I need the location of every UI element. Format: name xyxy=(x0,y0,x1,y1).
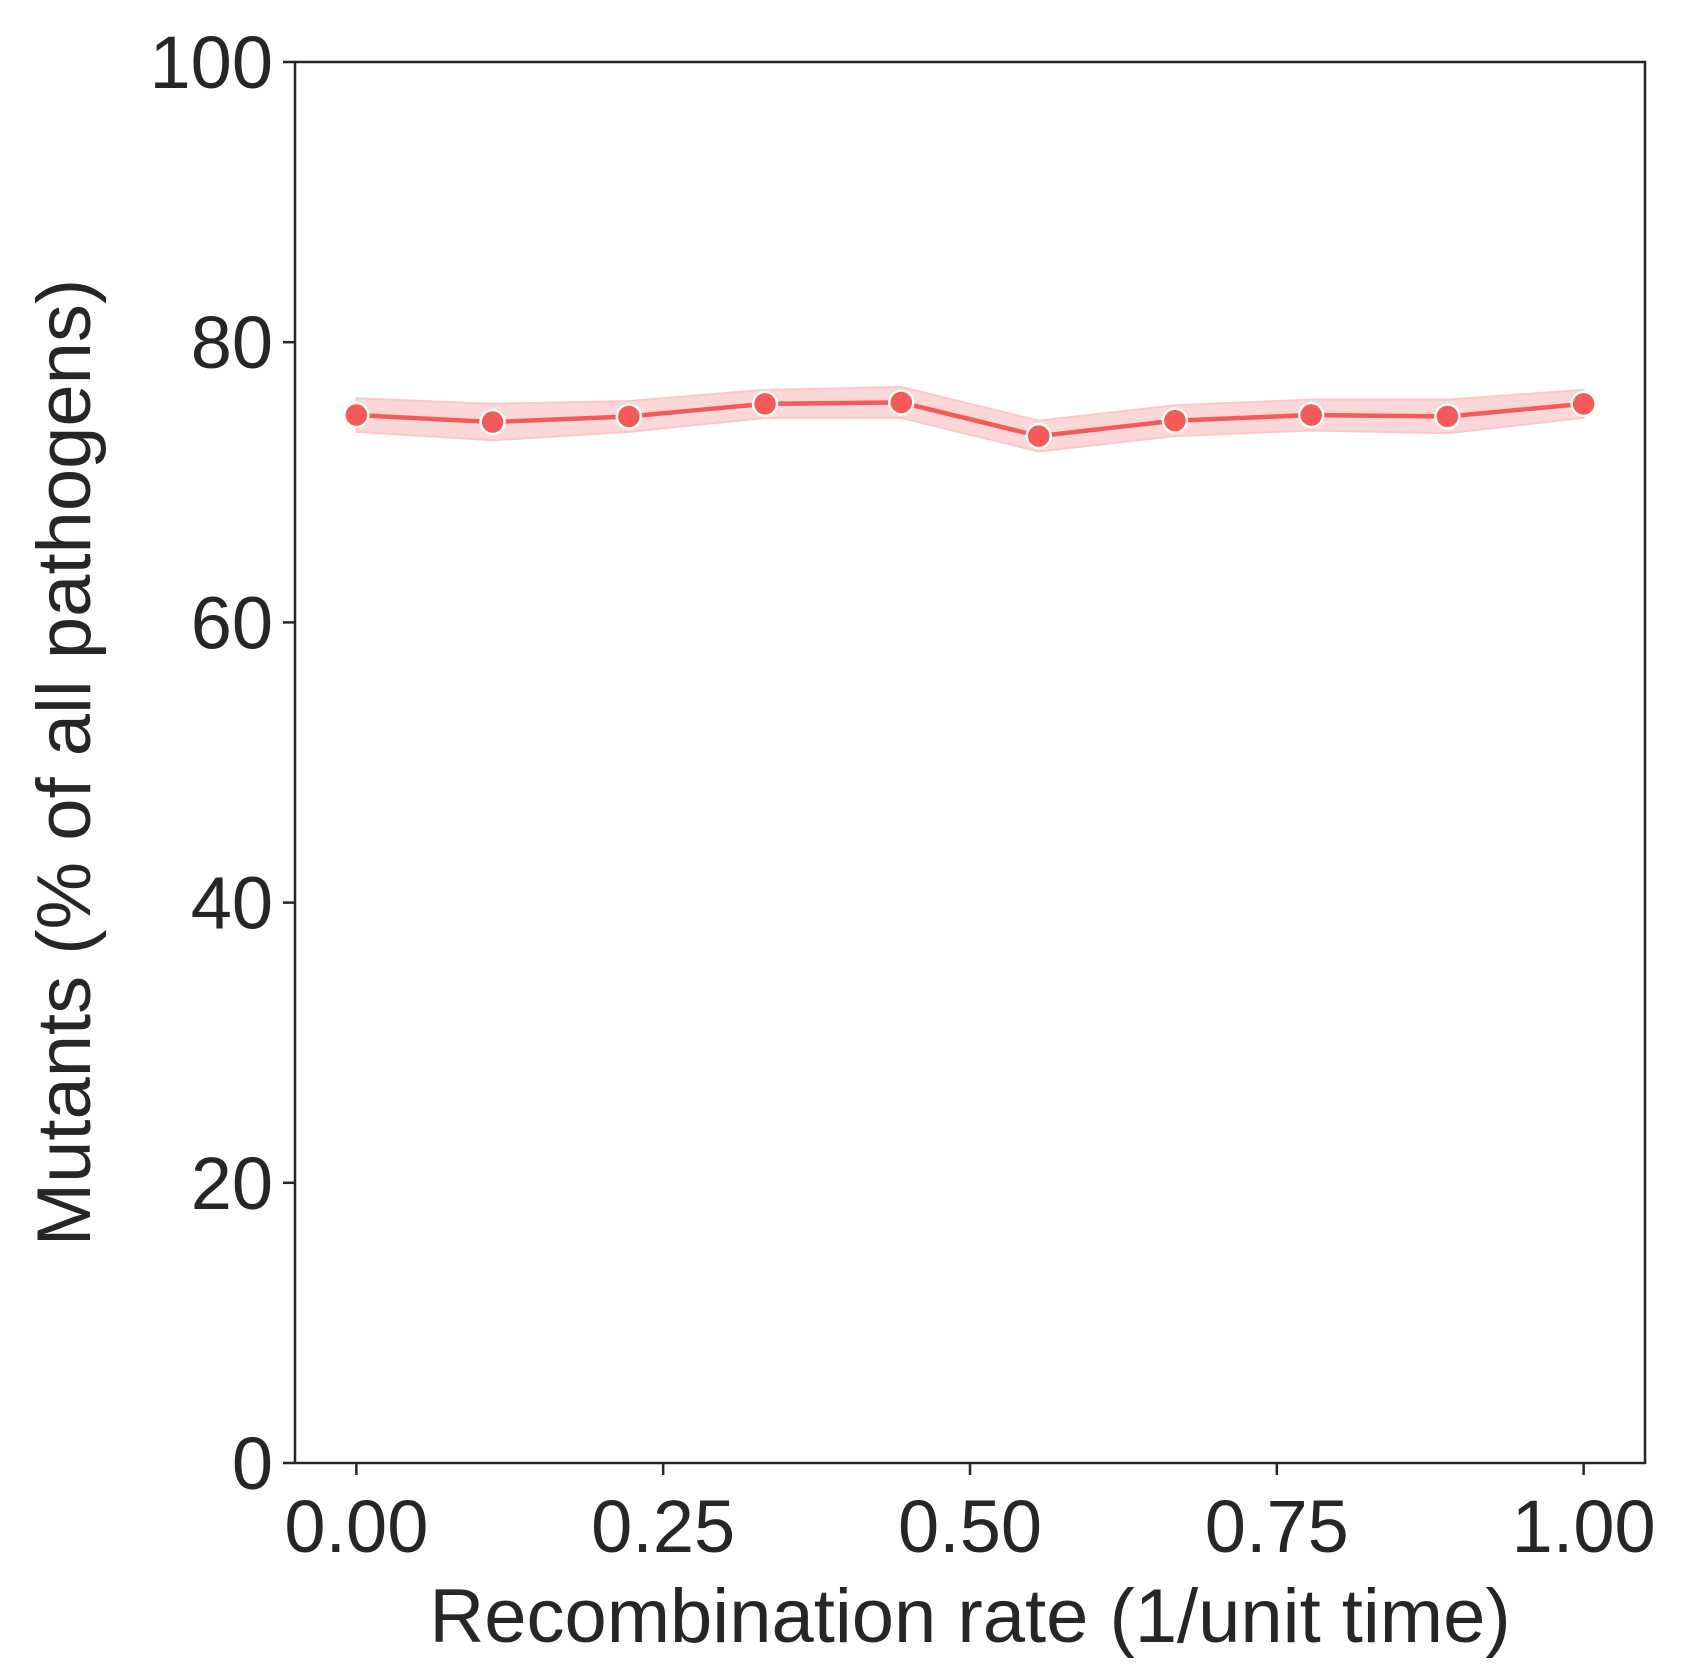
x-axis-label: Recombination rate (1/unit time) xyxy=(429,1574,1510,1659)
y-axis-ticks: 0 20 40 60 80 100 xyxy=(150,21,295,1505)
data-point xyxy=(343,401,370,429)
x-tick-label: 0.00 xyxy=(284,1485,428,1568)
y-tick-label: 60 xyxy=(191,581,273,664)
y-tick-label: 80 xyxy=(191,301,273,384)
x-tick-label: 0.50 xyxy=(898,1485,1042,1568)
data-point xyxy=(479,408,506,436)
data-point xyxy=(615,403,643,430)
x-tick-label: 0.75 xyxy=(1205,1485,1349,1568)
y-tick-label: 0 xyxy=(232,1422,273,1505)
plot-frame xyxy=(293,60,1647,1465)
data-point xyxy=(1434,403,1461,430)
y-axis-label: Mutants (% of all pathogens) xyxy=(22,279,107,1246)
data-point xyxy=(1025,422,1052,450)
x-tick-label: 1.00 xyxy=(1512,1485,1656,1568)
data-point xyxy=(1161,407,1189,434)
data-point xyxy=(888,389,915,416)
x-axis-ticks: 0.00 0.25 0.50 0.75 1.00 xyxy=(284,1463,1656,1568)
x-tick-label: 0.25 xyxy=(591,1485,735,1568)
series-line-layer xyxy=(356,400,1584,439)
series-line xyxy=(356,400,1584,439)
data-point xyxy=(751,390,779,418)
y-tick-label: 20 xyxy=(191,1142,273,1225)
y-tick-label: 100 xyxy=(150,21,273,104)
y-tick-label: 40 xyxy=(191,862,273,945)
data-point xyxy=(1570,390,1597,418)
data-point xyxy=(1297,401,1325,429)
data-points-layer xyxy=(343,389,1597,450)
